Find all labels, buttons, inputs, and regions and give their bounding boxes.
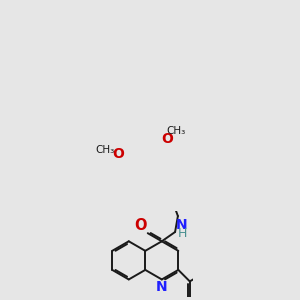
Text: O: O — [134, 218, 147, 233]
Text: CH₃: CH₃ — [167, 126, 186, 136]
Text: O: O — [161, 132, 173, 146]
Text: N: N — [176, 218, 187, 232]
Text: N: N — [156, 280, 168, 294]
Text: O: O — [112, 147, 124, 161]
Text: CH₃: CH₃ — [95, 145, 114, 155]
Text: H: H — [178, 226, 187, 239]
